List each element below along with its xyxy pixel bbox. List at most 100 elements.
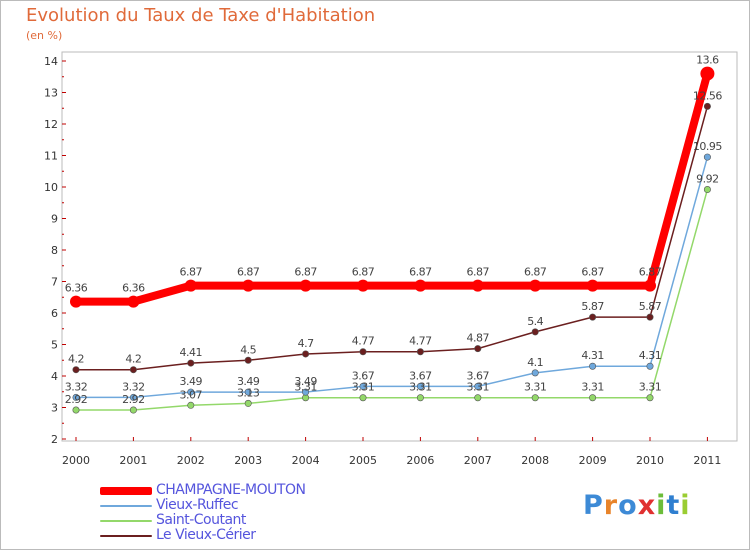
data-point (416, 348, 424, 356)
data-label: 6.87 (352, 266, 375, 279)
legend-label: CHAMPAGNE-MOUTON (156, 482, 306, 498)
y-tick-label: 10 (44, 181, 58, 194)
logo-letter: i (656, 490, 667, 521)
legend-label: Saint-Coutant (156, 512, 246, 528)
legend-swatch (100, 505, 152, 507)
data-point (646, 362, 654, 370)
data-label: 6.87 (294, 266, 317, 279)
data-label: 3.07 (180, 388, 203, 401)
data-point (471, 279, 484, 292)
data-label: 3.31 (352, 381, 375, 394)
data-point (474, 345, 482, 353)
data-label: 4.77 (409, 335, 432, 348)
data-point (129, 393, 137, 401)
x-tick-label: 2002 (177, 454, 205, 467)
chart-title: Evolution du Taux de Taxe d'Habitation (26, 5, 376, 26)
y-tick-label: 2 (51, 433, 58, 446)
data-point (129, 406, 137, 414)
data-point (703, 186, 711, 194)
data-point (129, 366, 137, 374)
x-tick-label: 2006 (406, 454, 434, 467)
data-point (474, 382, 482, 390)
data-label: 13.6 (696, 54, 719, 67)
data-point (531, 394, 539, 402)
data-point (531, 369, 539, 377)
data-label: 3.49 (180, 375, 203, 388)
data-label: 3.49 (294, 375, 317, 388)
y-tick-label: 4 (51, 370, 58, 383)
plot-area (61, 51, 738, 442)
data-label: 6.87 (409, 266, 432, 279)
data-label: 12.56 (693, 89, 722, 102)
series-line (72, 69, 712, 306)
data-point (474, 394, 482, 402)
series-line (75, 105, 709, 371)
data-label: 4.77 (352, 335, 375, 348)
data-label: 3.31 (409, 381, 432, 394)
x-tick-label: 2011 (693, 454, 721, 467)
data-point (359, 382, 367, 390)
data-point (187, 401, 195, 409)
legend-swatch (100, 520, 152, 522)
data-label: 3.32 (122, 380, 145, 393)
data-label: 2.92 (65, 393, 88, 406)
y-tick-label: 12 (44, 118, 58, 131)
data-label: 3.31 (524, 381, 547, 394)
data-point (72, 366, 80, 374)
data-label: 3.31 (639, 381, 662, 394)
series-line (75, 156, 709, 399)
data-point (359, 348, 367, 356)
data-label: 5.87 (639, 300, 662, 313)
x-tick-label: 2000 (62, 454, 90, 467)
logo-letter: t (666, 490, 681, 521)
data-label: 4.2 (68, 353, 84, 366)
data-point (416, 382, 424, 390)
data-label: 3.31 (581, 381, 604, 394)
y-tick-label: 3 (51, 402, 58, 415)
data-point (70, 295, 82, 308)
legend-swatch (100, 487, 152, 495)
data-label: 6.87 (237, 266, 260, 279)
y-tick-label: 8 (51, 244, 58, 257)
data-point (586, 279, 599, 292)
data-label: 3.67 (467, 369, 490, 382)
data-label: 4.31 (639, 349, 662, 362)
y-tick-label: 14 (44, 55, 58, 68)
data-point (416, 394, 424, 402)
data-label: 5.87 (581, 300, 604, 313)
logo-letter: x (637, 490, 657, 521)
data-point (127, 295, 140, 308)
data-point (242, 279, 255, 292)
data-point (529, 279, 542, 292)
data-point (357, 279, 369, 292)
x-tick-label: 2005 (349, 454, 377, 467)
data-point (302, 350, 310, 358)
data-label: 3.31 (467, 381, 490, 394)
chart-subtitle: (en %) (26, 29, 63, 42)
y-tick-label: 6 (51, 307, 58, 320)
data-label: 6.87 (467, 266, 490, 279)
data-label: 6.36 (65, 282, 88, 295)
data-point (700, 66, 715, 81)
data-point (589, 362, 597, 370)
data-point (299, 279, 312, 292)
line-chart: 2 3 4 5 6 7 8 9 10 11 12 13 14 2000 2001 2002 2003 2004 20… (44, 51, 738, 467)
data-label: 5.4 (527, 315, 543, 328)
x-tick-label: 2008 (521, 454, 549, 467)
x-tick-label: 2001 (119, 454, 147, 467)
x-tick-label: 2010 (636, 454, 664, 467)
legend-swatch (100, 535, 152, 537)
data-point (244, 388, 252, 396)
y-tick-label: 13 (44, 87, 58, 100)
data-label: 6.87 (180, 266, 203, 279)
data-point (703, 153, 711, 161)
data-point (589, 394, 597, 402)
data-label: 6.36 (122, 282, 145, 295)
data-label: 6.87 (581, 266, 604, 279)
data-point (646, 394, 654, 402)
logo-letter: i (680, 490, 691, 521)
x-tick-label: 2007 (464, 454, 492, 467)
data-point (72, 393, 80, 401)
y-tick-label: 5 (51, 339, 58, 352)
